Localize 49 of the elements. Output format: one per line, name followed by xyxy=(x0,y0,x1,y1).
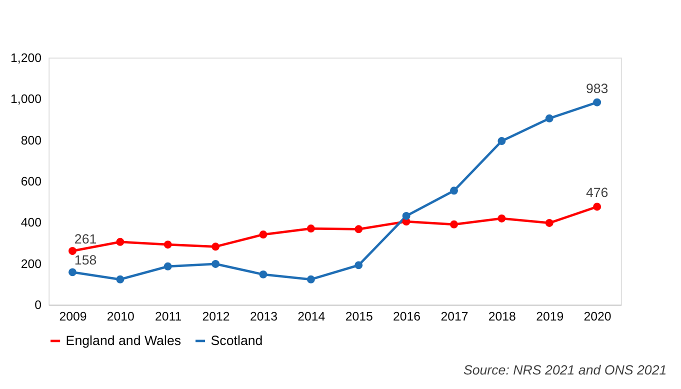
point xyxy=(545,219,554,227)
point xyxy=(354,225,363,234)
x-tick-label: 2013 xyxy=(250,309,278,324)
point xyxy=(116,238,124,246)
y-tick-label: 1,200 xyxy=(10,50,42,65)
data-label: 476 xyxy=(586,185,608,200)
x-tick-label: 2018 xyxy=(488,309,516,324)
x-tick-label: 2020 xyxy=(584,309,612,324)
x-tick-label: 2010 xyxy=(106,309,135,324)
y-tick-label: 0 xyxy=(34,298,42,312)
point xyxy=(593,98,602,106)
point xyxy=(306,275,315,284)
x-tick-label: 2016 xyxy=(393,309,421,324)
x-tick-label: 2015 xyxy=(345,309,373,324)
point xyxy=(212,260,220,268)
y-tick-label: 800 xyxy=(20,133,42,148)
point xyxy=(306,224,315,233)
point xyxy=(68,268,76,276)
data-label: 983 xyxy=(586,80,608,96)
y-tick-label: 600 xyxy=(20,174,42,188)
point xyxy=(259,270,268,278)
point xyxy=(116,275,124,284)
point xyxy=(450,186,458,195)
x-tick-label: 2009 xyxy=(59,309,87,324)
data-label: 158 xyxy=(74,252,97,268)
point xyxy=(212,242,220,251)
x-tick-label: 2019 xyxy=(536,309,564,324)
y-tick-label: 400 xyxy=(20,216,42,230)
point xyxy=(164,262,172,270)
legend-label: England and Wales xyxy=(66,332,182,348)
y-tick-label: 1,000 xyxy=(10,92,42,106)
point xyxy=(450,220,458,228)
point xyxy=(402,212,410,220)
point xyxy=(259,230,268,238)
x-tick-label: 2012 xyxy=(202,309,230,324)
point xyxy=(68,246,76,255)
point xyxy=(498,214,506,222)
point xyxy=(354,261,363,270)
x-tick-label: 2011 xyxy=(155,309,182,324)
point xyxy=(164,240,172,249)
x-tick-label: 2014 xyxy=(298,309,326,324)
y-tick-label: 200 xyxy=(20,256,42,271)
data-label: 261 xyxy=(74,231,97,246)
point xyxy=(498,137,506,146)
x-tick-label: 2017 xyxy=(440,309,468,324)
source-note: Source: NRS 2021 and ONS 2021 xyxy=(463,362,667,378)
point xyxy=(593,202,602,211)
point xyxy=(545,114,554,122)
legend-label: Scotland xyxy=(210,332,263,348)
